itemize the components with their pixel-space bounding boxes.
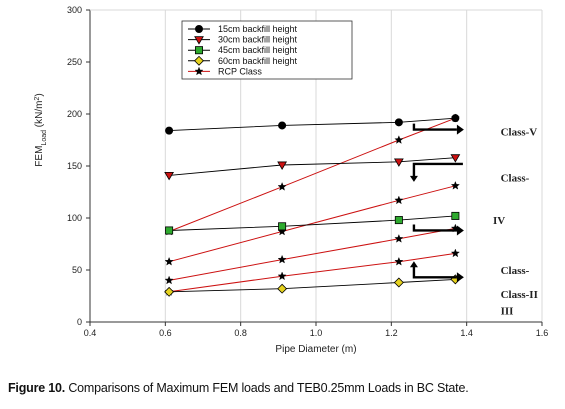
legend-label: 30cm backfill height	[218, 35, 298, 45]
y-tick-label: 300	[67, 5, 82, 15]
class-arrow-head	[409, 261, 418, 268]
legend-marker	[194, 66, 204, 76]
y-tick-label: 50	[72, 265, 82, 275]
legend-label: 45cm backfill height	[218, 45, 298, 55]
fem-data-point	[277, 283, 288, 294]
class-annotation: Class-II	[501, 289, 538, 301]
class-annotation: III	[501, 306, 514, 318]
fem-data-point	[165, 126, 174, 135]
fem-data-point	[393, 277, 404, 288]
y-axis-title-unit: (kN/m	[34, 101, 45, 130]
y-tick-label: 150	[67, 161, 82, 171]
x-tick-label: 1.0	[310, 328, 323, 338]
legend-marker	[194, 55, 204, 66]
rcp-class-point	[164, 256, 174, 266]
fem-data-point	[278, 121, 287, 130]
legend-label: RCP Class	[218, 66, 262, 76]
legend-label: 60cm backfill height	[218, 56, 298, 66]
class-annotation: Class-	[501, 265, 530, 277]
y-tick-label: 100	[67, 213, 82, 223]
rcp-class-point	[277, 271, 287, 281]
x-axis-title: Pipe Diameter (m)	[275, 344, 356, 355]
fem-series-line	[169, 117, 456, 132]
rcp-class-point	[277, 254, 287, 264]
class-arrow	[412, 265, 457, 279]
y-tick-label: 250	[67, 57, 82, 67]
rcp-class-point	[394, 234, 404, 243]
fem-data-point	[164, 286, 175, 297]
fem-series-line	[169, 215, 456, 231]
fem-data-point	[277, 161, 287, 170]
x-tick-label: 1.2	[385, 328, 398, 338]
x-tick-label: 1.4	[460, 328, 473, 338]
legend-marker	[194, 36, 204, 45]
x-tick-label: 0.8	[234, 328, 247, 338]
y-axis-title-close: )	[34, 93, 45, 96]
class-arrow	[412, 162, 463, 178]
rcp-class-point	[394, 195, 404, 205]
fem-series-line	[169, 278, 456, 293]
chart-canvas: 0.4 0.6 0.8 1.0 1.2 1.4 1.6050100150200250300 …	[34, 5, 549, 355]
rcp-class-point	[394, 135, 404, 144]
class-annotation: Class-	[501, 172, 530, 184]
figure-caption: Figure 10. Comparisons of Maximum FEM lo…	[8, 381, 560, 395]
y-tick-label: 200	[67, 109, 82, 119]
rcp-class-line	[168, 117, 456, 232]
class-arrow-head	[456, 124, 464, 135]
fem-data-point	[393, 158, 404, 167]
rcp-class-point	[277, 182, 287, 191]
class-arrow	[412, 224, 457, 232]
y-axis-title: FEMLoad (kN/m2)	[34, 93, 48, 166]
axes: 0.4 0.6 0.8 1.0 1.2 1.4 1.6 0 50 100 150 200 250 300	[67, 5, 548, 338]
class-arrow-head	[456, 272, 464, 283]
annotations: Class-V Class- IV Class- III Class-II	[409, 123, 538, 318]
legend-box	[181, 20, 353, 80]
rcp-class-point	[394, 256, 404, 266]
figure-caption-label: Figure 10.	[8, 381, 66, 395]
fem-data-point	[394, 118, 403, 127]
x-tick-label: 1.6	[536, 328, 549, 338]
class-arrow	[412, 123, 457, 131]
fem-series-line	[169, 157, 456, 176]
fem-data-point	[451, 211, 460, 220]
rcp-class-point	[450, 181, 460, 190]
legend-marker	[194, 24, 203, 33]
class-arrow-head	[409, 175, 418, 182]
x-tick-label: 0.6	[159, 328, 172, 338]
rcp-class-line	[168, 185, 456, 263]
legend-marker	[194, 46, 203, 55]
class-arrow-head	[456, 225, 464, 236]
fem-data-point	[451, 114, 460, 123]
class-annotation: IV	[493, 215, 505, 227]
series-markers	[164, 113, 461, 297]
legend-label: 15cm backfill height	[218, 24, 298, 34]
fem-data-point	[450, 154, 461, 163]
y-axis-title-sub: Load	[41, 130, 48, 146]
class-annotation: Class-V	[501, 127, 538, 139]
fem-data-point	[165, 226, 174, 235]
fem-data-point	[164, 171, 174, 181]
fem-data-point	[394, 216, 403, 225]
rcp-class-point	[164, 275, 174, 285]
y-axis-title-sup: 2	[34, 97, 41, 101]
fem-data-point	[278, 222, 287, 231]
figure-caption-text: Comparisons of Maximum FEM loads and TEB…	[68, 381, 469, 395]
rcp-class-point	[450, 248, 460, 258]
y-tick-label: 0	[77, 317, 82, 327]
rcp-class-line	[169, 227, 456, 281]
y-axis-title-main: FEM	[34, 146, 45, 167]
rcp-class-line	[169, 252, 456, 293]
x-tick-label: 0.4	[84, 328, 97, 338]
